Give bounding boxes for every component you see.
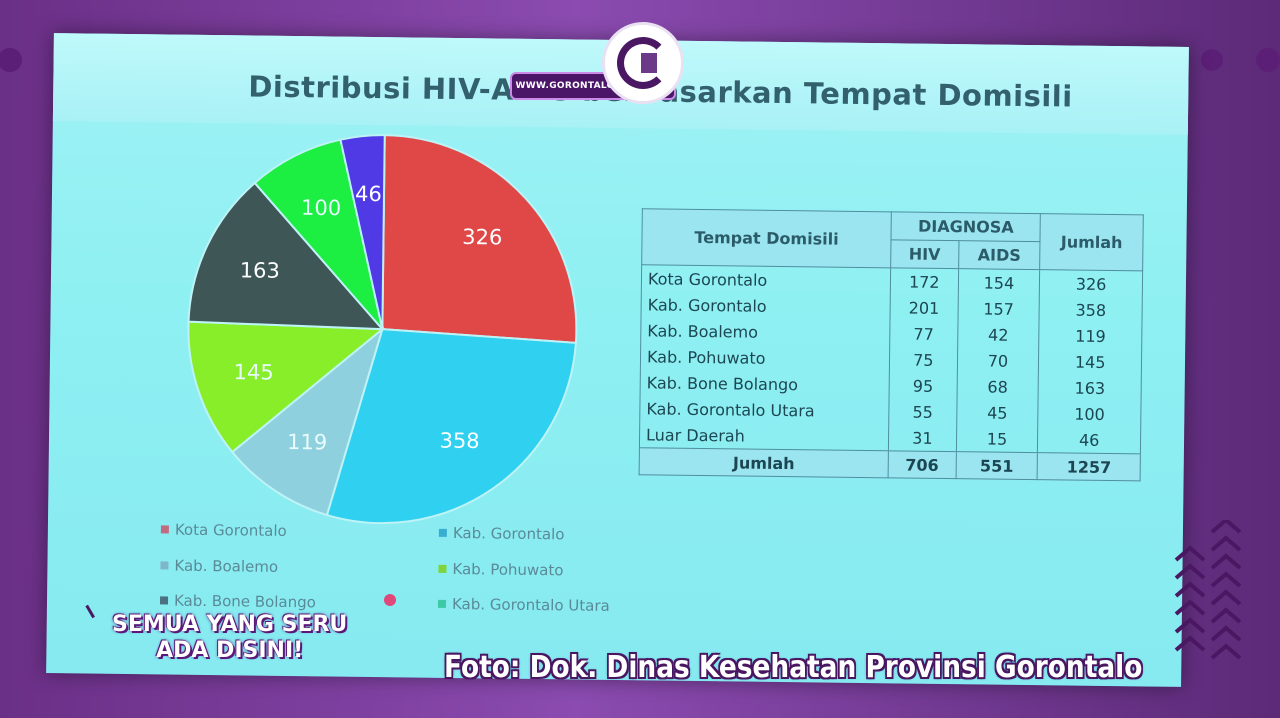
gorontaloseru-logo: [602, 22, 684, 104]
cell-name: Kab. Boalemo: [640, 317, 891, 347]
pie-data-label: 163: [240, 258, 280, 282]
cell-name: Kota Gorontalo: [641, 264, 891, 295]
cell-hiv: 172: [890, 267, 959, 296]
cell-aids: 154: [957, 268, 1040, 297]
cell-total: 145: [1038, 348, 1142, 376]
cell-aids: 70: [956, 347, 1040, 375]
legend-entry: Kab. Bone Bolango: [159, 591, 316, 612]
cell-aids: 157: [957, 295, 1040, 323]
pie-data-label: 119: [287, 430, 327, 454]
cell-total: 358: [1039, 296, 1143, 324]
legend-entry: Kota Gorontalo: [160, 520, 287, 540]
cell-aids: 68: [956, 373, 1039, 401]
tagline: SEMUA YANG SERU ADA DISINI!: [112, 612, 347, 664]
pin-icon: [384, 594, 396, 606]
cell-total: 119: [1039, 322, 1142, 350]
cell-hiv: 77: [889, 320, 958, 348]
pie-data-label: 358: [439, 429, 479, 453]
cell-name: Kab. Gorontalo: [641, 291, 891, 321]
pie-slice-1: [325, 328, 577, 525]
pie-slice-3: [187, 320, 386, 454]
pie-slice-0: [381, 134, 578, 344]
cell-total: 163: [1038, 374, 1142, 402]
legend-swatch: [160, 561, 169, 570]
data-table-container: Tempat Domisili DIAGNOSA Jumlah HIV AIDS…: [638, 208, 1144, 482]
cell-aids: 45: [956, 399, 1039, 427]
legend-swatch: [438, 528, 447, 537]
legend-entry: Kab. Gorontalo: [438, 524, 565, 544]
pie-data-label: 145: [233, 360, 273, 384]
header-hiv: HIV: [890, 239, 959, 269]
legend-entry: Kab. Pohuwato: [438, 559, 564, 580]
total-jumlah: 1257: [1037, 452, 1141, 481]
photo-credit: Foto: Dok. Dinas Kesehatan Provinsi Goro…: [444, 650, 1143, 685]
cell-name: Kab. Pohuwato: [640, 343, 890, 373]
cell-hiv: 55: [888, 398, 957, 426]
cell-aids: 42: [957, 321, 1040, 349]
legend-swatch: [437, 599, 447, 608]
decorative-dot: [0, 48, 22, 72]
cell-name: Kab. Bone Bolango: [640, 369, 890, 399]
header-diagnosis: DIAGNOSA: [891, 211, 1041, 242]
total-aids: 551: [955, 451, 1038, 480]
cell-total: 326: [1039, 269, 1143, 298]
legend-label: Kota Gorontalo: [174, 520, 287, 540]
cell-total: 46: [1037, 426, 1141, 454]
data-table: Tempat Domisili DIAGNOSA Jumlah HIV AIDS…: [638, 208, 1144, 482]
cell-name: Luar Daerah: [639, 421, 889, 451]
pie-data-label: 326: [462, 225, 502, 249]
legend-entry: Kab. Boalemo: [160, 556, 279, 576]
legend-swatch: [160, 525, 169, 534]
legend-entry: Kab. Gorontalo Utara: [437, 594, 610, 615]
total-hiv: 706: [888, 450, 956, 479]
cell-hiv: 201: [890, 294, 958, 322]
pie-slice-6: [339, 134, 386, 330]
pie-data-label: 100: [301, 196, 341, 220]
legend-label: Kab. Bone Bolango: [173, 591, 316, 612]
cell-hiv: 31: [888, 424, 957, 452]
cell-hiv: 95: [889, 372, 957, 400]
legend-label: Kab. Gorontalo: [452, 524, 565, 544]
chevron-deco: [1174, 520, 1242, 660]
legend-label: Kab. Pohuwato: [452, 559, 564, 580]
decorative-dot: [1201, 49, 1223, 71]
tagline-line2: ADA DISINI!: [156, 638, 304, 663]
header-place: Tempat Domisili: [641, 208, 892, 268]
cell-aids: 15: [955, 425, 1039, 453]
pie-slice-4: [187, 181, 385, 331]
pie-slice-2: [230, 326, 385, 517]
tagline-line1: SEMUA YANG SERU: [112, 612, 348, 637]
pie-data-label: 46: [355, 182, 382, 206]
presentation-slide: Distribusi HIV-AIDS berdasarkan Tempat D…: [46, 33, 1189, 687]
pie-chart: 326 358 119 145 163 100 46: [187, 134, 578, 525]
cell-total: 100: [1038, 400, 1142, 428]
decorative-dot: [1256, 48, 1280, 72]
legend-swatch: [159, 596, 169, 605]
legend-label: Kab. Gorontalo Utara: [451, 594, 610, 615]
header-total: Jumlah: [1039, 213, 1144, 271]
total-label: Jumlah: [639, 447, 889, 478]
cell-name: Kab. Gorontalo Utara: [639, 395, 890, 425]
header-aids: AIDS: [958, 240, 1041, 270]
legend-label: Kab. Boalemo: [174, 556, 279, 576]
table-total-row: Jumlah 706 551 1257: [639, 447, 1141, 481]
legend-swatch: [438, 564, 447, 573]
cell-hiv: 75: [889, 346, 958, 374]
